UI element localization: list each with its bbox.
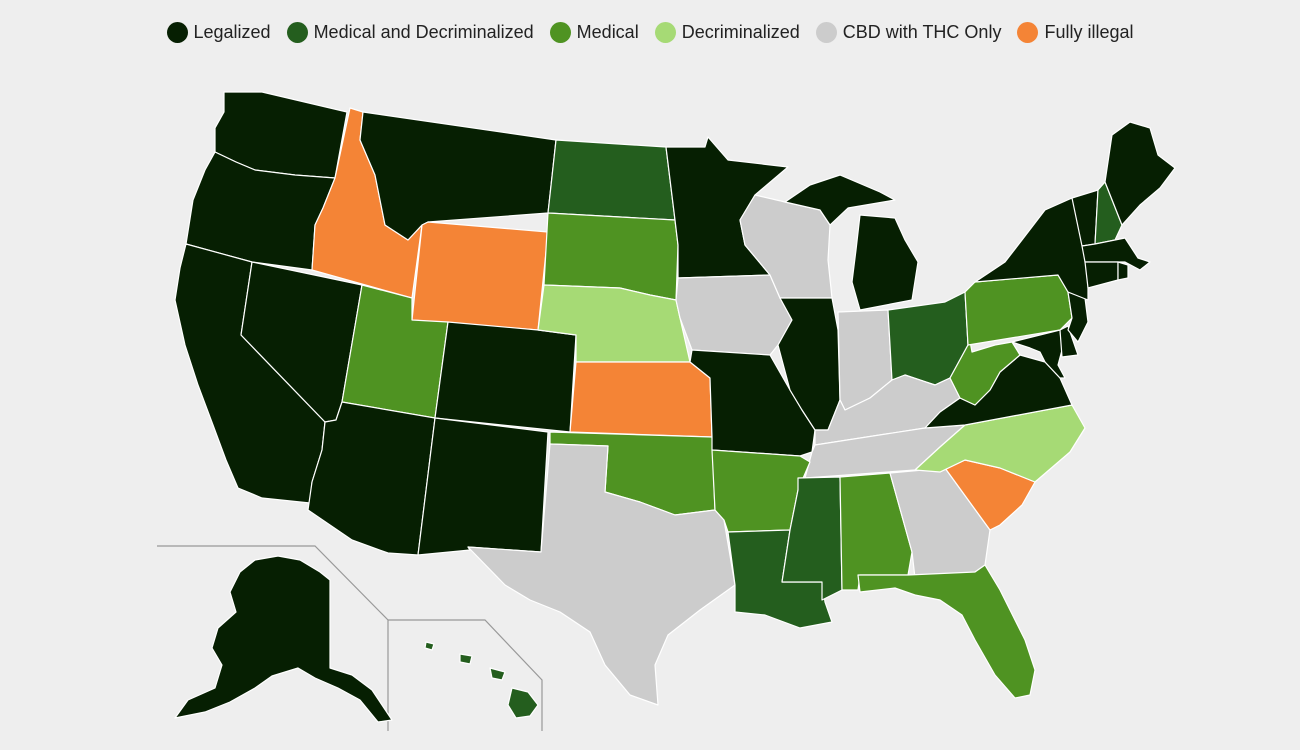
legend-swatch — [654, 22, 676, 43]
state-connecticut[interactable] — [1084, 261, 1119, 289]
state-colorado[interactable] — [434, 321, 577, 433]
state-north-dakota[interactable] — [547, 139, 676, 221]
legend-label: Medical — [576, 22, 639, 42]
state-rhode-island[interactable] — [1117, 261, 1129, 281]
legend-item-medical-and-decriminalized: Medical and Decriminalized — [286, 22, 534, 43]
hawaii-inset-border — [388, 619, 543, 731]
state-montana[interactable] — [359, 111, 557, 241]
state-arizona[interactable] — [307, 401, 436, 556]
legend-swatch — [1017, 22, 1039, 43]
legend-label: Medical and Decriminalized — [313, 22, 534, 42]
legend-item-legalized: Legalized — [166, 22, 271, 43]
legend: Legalized Medical and Decriminalized Med… — [0, 22, 1300, 43]
legend-swatch — [286, 22, 308, 43]
legend-item-cbd-with-thc-only: CBD with THC Only — [815, 22, 1002, 43]
state-texas[interactable] — [467, 443, 736, 706]
state-delaware[interactable] — [1059, 325, 1079, 358]
legend-item-decriminalized: Decriminalized — [654, 22, 800, 43]
state-wyoming[interactable] — [411, 221, 549, 331]
state-missouri[interactable] — [689, 349, 816, 457]
legend-item-fully-illegal: Fully illegal — [1017, 22, 1134, 43]
state-kansas[interactable] — [569, 361, 713, 438]
legend-label: CBD with THC Only — [842, 22, 1002, 42]
legend-label: Fully illegal — [1044, 22, 1134, 42]
state-florida[interactable] — [857, 564, 1036, 699]
legend-label: Decriminalized — [681, 22, 800, 42]
state-michigan[interactable] — [784, 174, 919, 311]
alaska-inset-border — [157, 545, 389, 731]
legend-swatch — [549, 22, 571, 43]
state-new-hampshire[interactable] — [1094, 181, 1123, 245]
state-new-mexico[interactable] — [417, 417, 549, 556]
state-maine[interactable] — [1104, 121, 1176, 226]
legend-item-medical: Medical — [549, 22, 639, 43]
state-nebraska[interactable] — [537, 284, 691, 363]
legend-swatch — [815, 22, 837, 43]
state-alaska[interactable] — [174, 555, 393, 723]
state-hawaii[interactable] — [424, 641, 539, 719]
legend-label: Legalized — [193, 22, 271, 42]
legend-swatch — [166, 22, 188, 43]
state-north-carolina[interactable] — [914, 404, 1086, 483]
